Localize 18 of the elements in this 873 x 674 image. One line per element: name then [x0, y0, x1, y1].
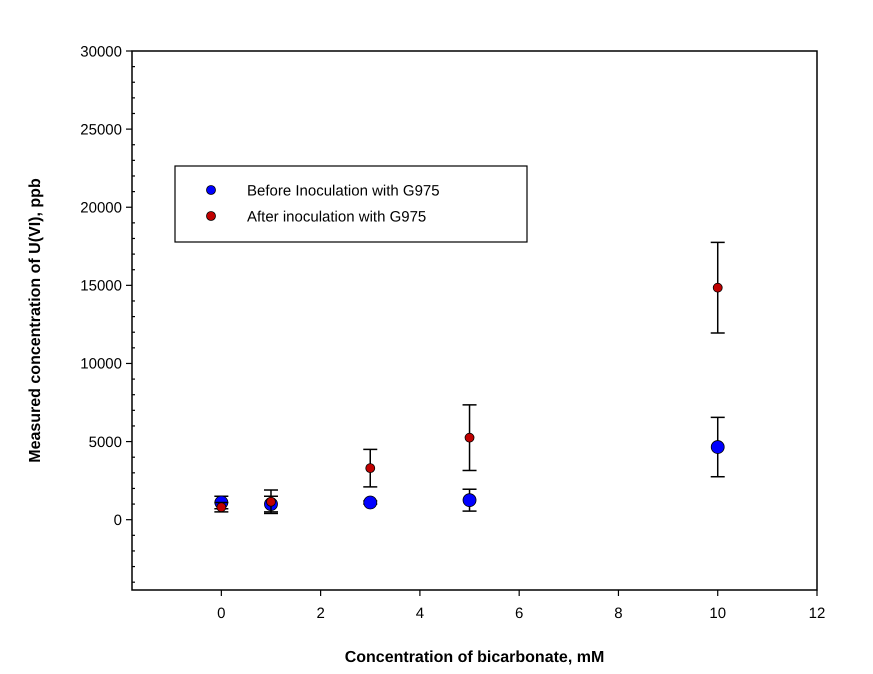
y-tick-label: 30000 — [80, 43, 122, 60]
x-tick-label: 8 — [614, 605, 623, 622]
x-tick-label: 10 — [709, 605, 726, 622]
x-tick-label: 4 — [416, 605, 424, 622]
legend-label: After inoculation with G975 — [247, 208, 426, 226]
y-tick-label: 15000 — [80, 278, 122, 295]
legend-label: Before Inoculation with G975 — [247, 182, 440, 200]
x-axis-title: Concentration of bicarbonate, mM — [344, 649, 604, 666]
y-tick-label: 0 — [114, 512, 122, 529]
y-tick-label: 10000 — [80, 356, 122, 373]
y-axis-title: Measured concentration of U(VI), ppb — [27, 178, 44, 463]
x-tick-label: 12 — [808, 605, 826, 622]
x-tick-label: 6 — [515, 605, 524, 622]
x-tick-label: 2 — [316, 605, 325, 622]
y-tick-label: 20000 — [80, 199, 122, 216]
x-tick-label: 0 — [217, 605, 226, 622]
y-tick-label: 25000 — [80, 121, 122, 138]
y-tick-label: 5000 — [88, 434, 122, 451]
